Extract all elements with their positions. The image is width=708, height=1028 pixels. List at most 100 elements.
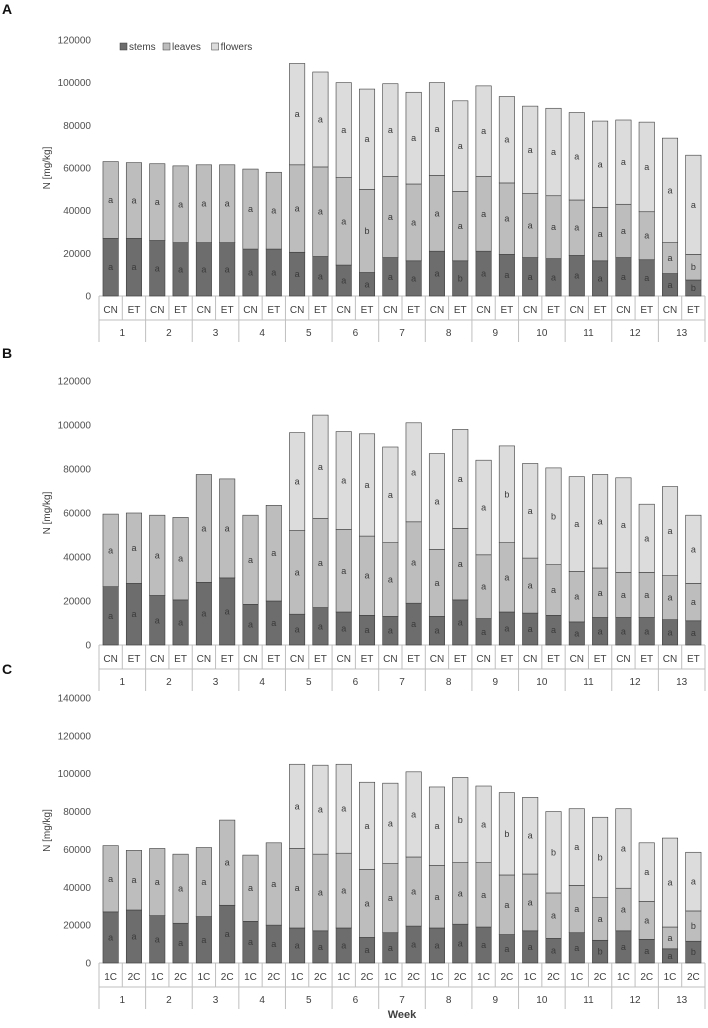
significance-label: a: [411, 619, 416, 629]
significance-label: a: [201, 264, 206, 274]
y-tick-label: 120000: [58, 36, 92, 47]
significance-label: a: [318, 621, 323, 631]
legend-label-leaves: leaves: [172, 42, 201, 53]
significance-label: a: [481, 503, 486, 513]
significance-label: a: [131, 196, 136, 206]
bar-flowers: [475, 785, 492, 863]
significance-label: b: [598, 852, 603, 862]
significance-label: a: [598, 516, 603, 526]
significance-label: a: [295, 883, 300, 893]
week-label: 1: [120, 677, 126, 688]
bar-flowers: [452, 429, 469, 529]
significance-label: a: [574, 519, 579, 529]
category-label: CN: [337, 305, 351, 316]
y-axis-title: N [mg/kg]: [42, 809, 53, 852]
y-tick-label: 140000: [58, 694, 92, 705]
significance-label: a: [668, 593, 673, 603]
significance-label: a: [458, 888, 463, 898]
bar-leaves: [102, 513, 119, 587]
significance-label: a: [225, 199, 230, 209]
significance-label: b: [551, 511, 556, 521]
bar-leaves: [125, 162, 142, 239]
significance-label: a: [108, 545, 113, 555]
significance-label: a: [644, 273, 649, 283]
week-label: 3: [213, 677, 219, 688]
significance-label: a: [155, 877, 160, 887]
category-label: ET: [407, 305, 420, 316]
significance-label: a: [318, 462, 323, 472]
category-label: CN: [150, 305, 164, 316]
significance-label: a: [574, 223, 579, 233]
significance-label: a: [621, 905, 626, 915]
significance-label: b: [458, 273, 463, 283]
bar-flowers: [498, 792, 515, 876]
bar-leaves: [172, 517, 189, 601]
y-tick-label: 80000: [63, 807, 91, 818]
bar-flowers: [312, 414, 329, 519]
significance-label: a: [668, 878, 673, 888]
y-tick-label: 0: [85, 641, 91, 652]
week-label: 11: [583, 995, 594, 1006]
significance-label: a: [248, 204, 253, 214]
category-label: ET: [267, 305, 280, 316]
bar-flowers: [615, 808, 632, 889]
category-label: 2C: [454, 972, 467, 983]
bar-flowers: [335, 82, 352, 178]
significance-label: a: [528, 942, 533, 952]
week-label: 9: [492, 328, 498, 339]
bar-flowers: [428, 82, 445, 176]
significance-label: a: [155, 197, 160, 207]
bar-leaves: [265, 171, 282, 250]
y-tick-label: 60000: [63, 164, 91, 175]
y-tick-label: 120000: [58, 377, 92, 388]
category-label: CN: [383, 654, 397, 665]
bar-flowers: [382, 446, 399, 543]
category-label: 2C: [314, 972, 327, 983]
week-label: 2: [166, 995, 172, 1006]
significance-label: a: [178, 199, 183, 209]
significance-label: a: [108, 932, 113, 942]
significance-label: a: [691, 877, 696, 887]
y-axis-title: N [mg/kg]: [42, 146, 53, 189]
category-label: 2C: [361, 972, 374, 983]
significance-label: a: [528, 145, 533, 155]
significance-label: a: [434, 578, 439, 588]
category-label: 1C: [291, 972, 304, 983]
y-tick-label: 120000: [58, 731, 92, 742]
bar-flowers: [615, 119, 632, 205]
category-label: CN: [616, 654, 630, 665]
category-label: CN: [197, 654, 211, 665]
category-label: ET: [361, 305, 374, 316]
significance-label: a: [271, 268, 276, 278]
significance-label: a: [225, 929, 230, 939]
bar-flowers: [615, 477, 632, 573]
bar-flowers: [452, 100, 469, 192]
significance-label: a: [644, 533, 649, 543]
significance-label: a: [365, 821, 370, 831]
week-label: 6: [353, 995, 359, 1006]
bar-leaves: [125, 512, 142, 584]
significance-label: a: [411, 887, 416, 897]
significance-label: a: [131, 609, 136, 619]
y-tick-label: 20000: [63, 249, 91, 260]
category-label: 1C: [570, 972, 583, 983]
significance-label: a: [271, 939, 276, 949]
bar-flowers: [405, 422, 422, 523]
significance-label: a: [388, 272, 393, 282]
category-label: ET: [687, 654, 700, 665]
significance-label: a: [598, 588, 603, 598]
significance-label: a: [388, 626, 393, 636]
significance-label: a: [434, 208, 439, 218]
significance-label: a: [318, 271, 323, 281]
week-label: 12: [630, 677, 642, 688]
week-label: 10: [536, 677, 548, 688]
significance-label: a: [434, 940, 439, 950]
bar-flowers: [522, 463, 539, 559]
category-label: 2C: [594, 972, 607, 983]
significance-label: a: [621, 226, 626, 236]
y-tick-label: 100000: [58, 78, 92, 89]
bar-leaves: [172, 165, 189, 243]
bar-flowers: [382, 83, 399, 177]
significance-label: a: [271, 879, 276, 889]
category-label: 2C: [221, 972, 234, 983]
